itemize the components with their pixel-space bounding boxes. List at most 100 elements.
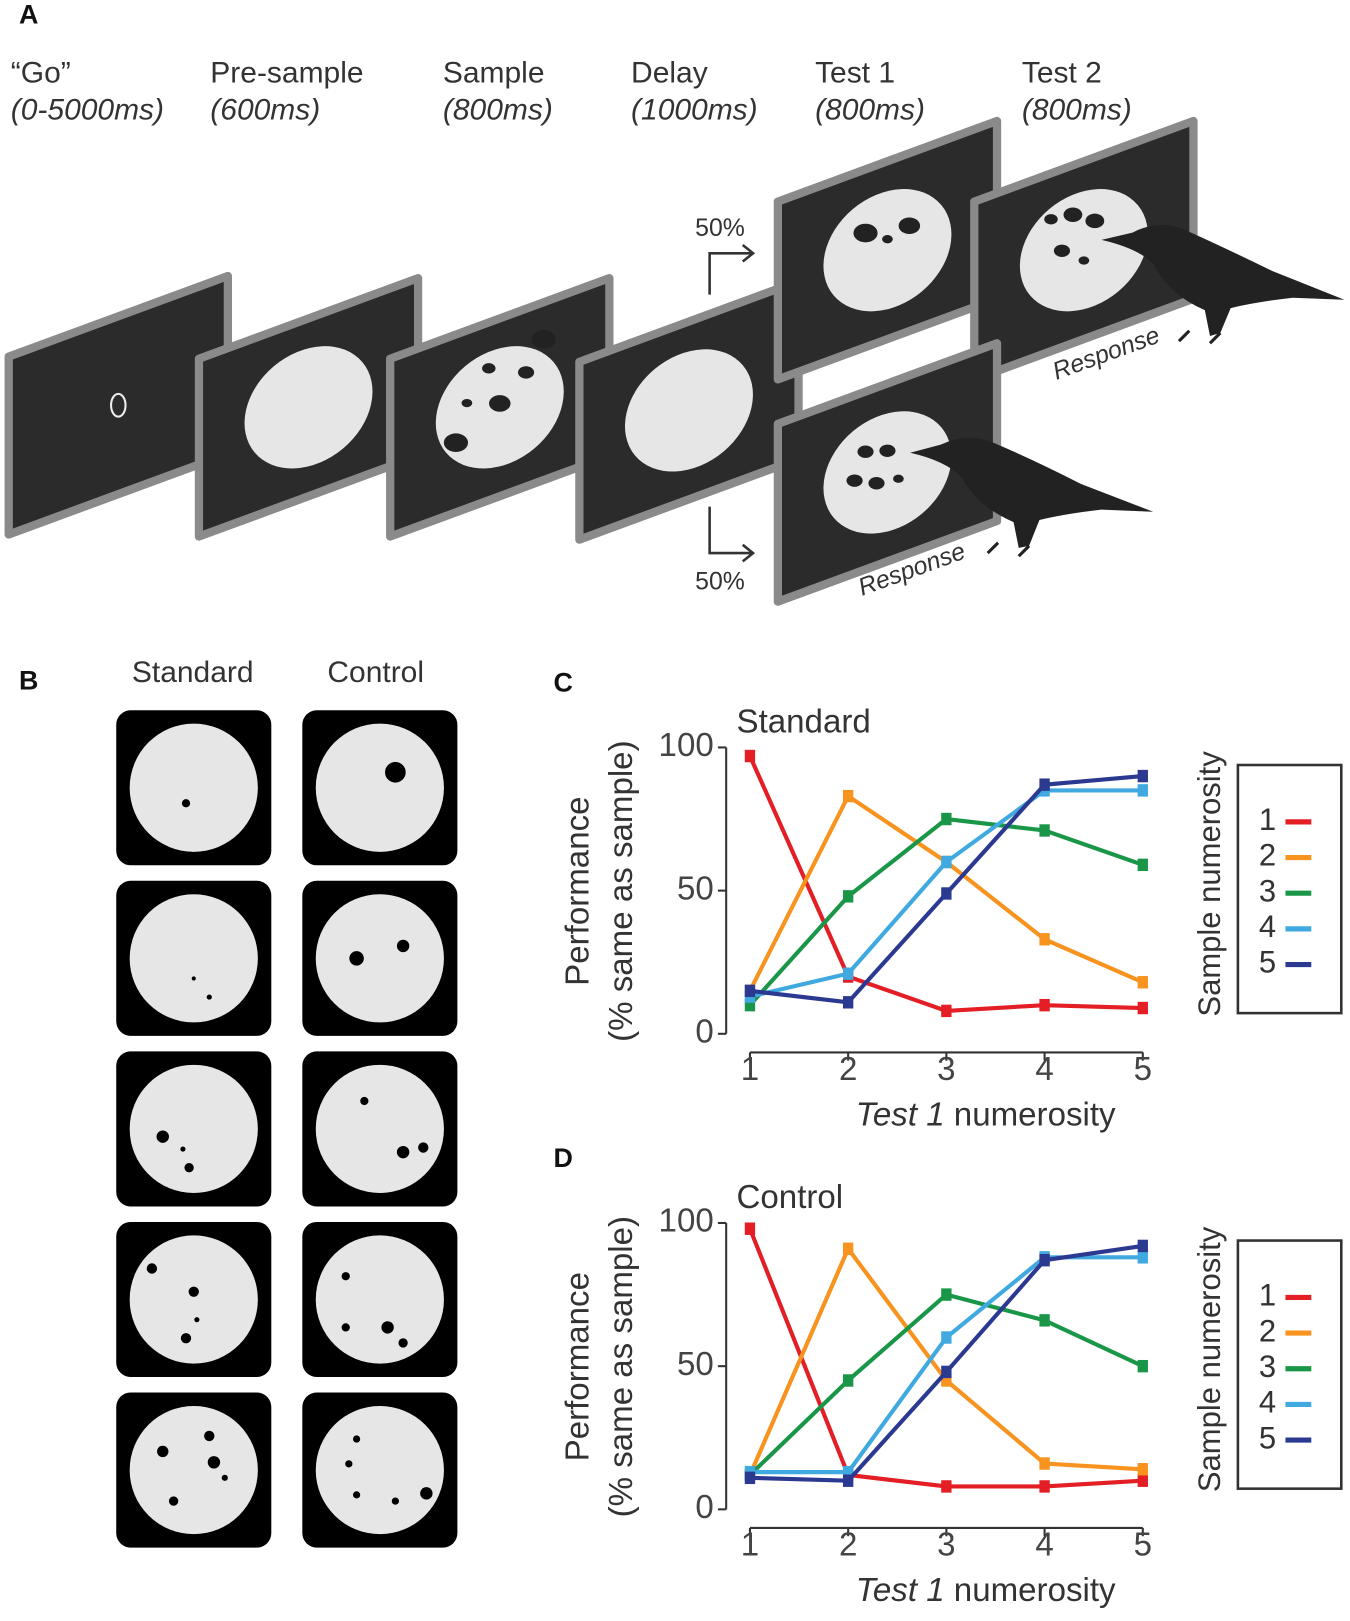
crow-body xyxy=(1101,225,1345,336)
y-tick-label: 100 xyxy=(659,1203,714,1240)
column-header: Control xyxy=(327,656,424,689)
legend-label: 2 xyxy=(1259,1313,1276,1348)
screen xyxy=(773,339,1002,606)
screen xyxy=(575,277,803,544)
data-point xyxy=(1137,1001,1148,1015)
step-duration: (1000ms) xyxy=(631,94,758,127)
tile-disc xyxy=(315,1405,444,1535)
arrow-head xyxy=(741,244,756,263)
step-name: Test 1 xyxy=(815,56,895,89)
data-point xyxy=(1137,769,1148,783)
step-duration: (600ms) xyxy=(210,94,320,127)
dot xyxy=(181,799,191,808)
y-axis-label: Performance (% same as sample) xyxy=(559,740,639,1041)
data-point xyxy=(941,812,952,826)
screen xyxy=(970,116,1198,384)
tile xyxy=(302,880,458,1036)
crow xyxy=(910,437,1154,558)
series-line xyxy=(748,816,1144,1007)
x-tick-label: 4 xyxy=(1035,1051,1053,1088)
y-tick-label: 0 xyxy=(695,1489,713,1526)
data-point xyxy=(1039,998,1050,1012)
dot xyxy=(857,445,874,458)
arrow xyxy=(708,506,751,555)
column-header: Standard xyxy=(132,656,254,689)
series-line xyxy=(748,1246,1143,1476)
dot xyxy=(396,939,410,953)
series-line xyxy=(749,1243,1144,1483)
x-tick-label: 2 xyxy=(839,1051,857,1088)
dot xyxy=(1053,244,1071,258)
panel-label: C xyxy=(554,667,573,697)
tile-disc xyxy=(129,1235,258,1364)
dot xyxy=(396,1145,410,1159)
dot xyxy=(188,1286,199,1297)
dot xyxy=(341,1272,350,1281)
data-point xyxy=(1039,1314,1050,1327)
dot xyxy=(352,1491,361,1499)
data-point xyxy=(842,1474,854,1487)
stimulus-disc xyxy=(244,346,373,469)
tile-disc xyxy=(129,1405,258,1535)
data-point xyxy=(744,749,756,763)
series-line xyxy=(748,755,1143,1013)
data-point xyxy=(1039,778,1050,791)
x-axis-label-rest: numerosity xyxy=(945,1096,1116,1133)
legend-title: Sample numerosity xyxy=(1192,1226,1227,1492)
branch-arrows xyxy=(708,244,756,563)
dot xyxy=(168,1496,179,1506)
tile xyxy=(302,1051,458,1207)
x-axis-label-italic: Test 1 xyxy=(856,1096,945,1133)
tile xyxy=(116,880,272,1036)
data-point xyxy=(1137,858,1148,872)
dot xyxy=(898,217,921,235)
dot xyxy=(1085,213,1105,229)
data-point xyxy=(744,1471,756,1485)
tile xyxy=(116,1392,272,1548)
legend-label: 4 xyxy=(1259,909,1276,944)
dot xyxy=(157,1445,169,1458)
legend-label: 1 xyxy=(1259,802,1276,837)
dot xyxy=(461,398,473,408)
dot xyxy=(360,1096,369,1106)
chart-title: Standard xyxy=(737,703,871,740)
dot xyxy=(882,235,893,244)
fixation-ring xyxy=(110,392,127,418)
panel-label: D xyxy=(554,1143,573,1173)
tile xyxy=(116,1221,272,1378)
legend-box xyxy=(1236,763,1343,1015)
data-point xyxy=(1137,1463,1148,1476)
dot xyxy=(156,1130,169,1143)
legend-label: 3 xyxy=(1259,873,1276,908)
data-point xyxy=(842,789,854,803)
data-point xyxy=(1137,1359,1148,1373)
data-point xyxy=(1039,1254,1050,1267)
step-duration: (800ms) xyxy=(815,94,925,127)
step-name: Test 2 xyxy=(1022,56,1102,89)
legend-title: Sample numerosity xyxy=(1192,751,1227,1017)
tile xyxy=(116,1051,272,1207)
data-point xyxy=(842,890,854,903)
data-point xyxy=(1039,824,1050,837)
dot xyxy=(518,366,535,379)
data-point xyxy=(1137,1474,1148,1487)
dot xyxy=(385,761,406,783)
data-point xyxy=(1137,976,1148,989)
data-point xyxy=(842,1465,854,1479)
data-point xyxy=(1039,1480,1050,1493)
stimulus-disc xyxy=(823,411,952,534)
tile-disc xyxy=(129,894,258,1023)
data-point xyxy=(842,1242,854,1255)
x-axis-label-rest: numerosity xyxy=(945,1572,1116,1609)
dot xyxy=(191,976,196,981)
data-point xyxy=(842,1374,854,1387)
chart-title: Control xyxy=(737,1179,844,1216)
dot xyxy=(868,477,885,490)
legend-label: 1 xyxy=(1259,1278,1276,1313)
dot xyxy=(420,1487,433,1500)
data-point xyxy=(1137,1239,1148,1253)
x-tick-label: 5 xyxy=(1134,1526,1152,1563)
dot xyxy=(531,329,556,349)
dot xyxy=(184,1163,194,1173)
